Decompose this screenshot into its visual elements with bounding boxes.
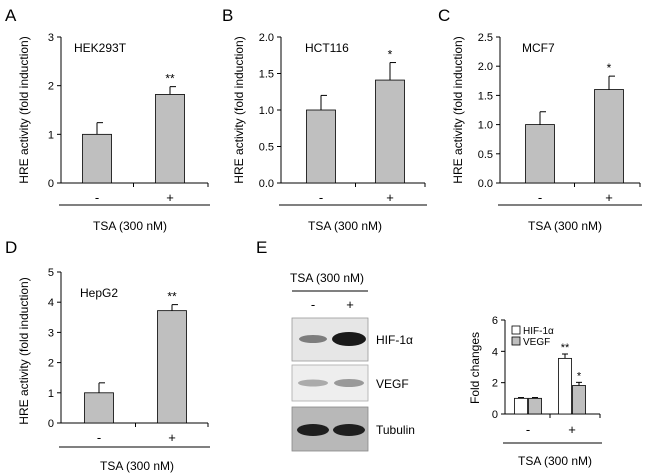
legend-swatch [511, 325, 521, 335]
x-category-label: - [95, 190, 99, 205]
chart-title: HCT116 [305, 41, 349, 55]
panel-letter-e: E [256, 238, 267, 257]
y-tick-label: 2.0 [478, 61, 493, 73]
chart-title: MCF7 [522, 41, 555, 55]
y-tick-label: 4 [48, 297, 54, 309]
bar-tsa [594, 89, 624, 184]
chart-panel-d: HRE activity (fold induction) HepG2 TSA … [17, 267, 210, 473]
y-tick-label: 0 [492, 409, 498, 421]
bar-tsa [155, 94, 185, 184]
chart-title: HEK293T [74, 41, 127, 55]
y-tick-label: 2.0 [259, 32, 274, 44]
y-tick-label: 0 [48, 418, 54, 430]
significance-marker: ** [167, 290, 177, 304]
bar-control [525, 124, 555, 184]
blot-label-vegf: VEGF [376, 377, 409, 391]
chart-panel-b: HRE activity (fold induction) HCT116 TSA… [232, 32, 427, 233]
x-axis-label: TSA (300 nM) [100, 459, 174, 473]
y-tick-label: 1 [48, 388, 54, 400]
x-category-label: - [97, 430, 101, 445]
y-axis-label: HRE activity (fold induction) [232, 36, 246, 183]
chart-panel-e: Fold changes TSA (300 nM) 0 2 4 6 ** HIF-1α * V… [468, 315, 602, 468]
y-tick-label: 1.0 [478, 120, 493, 132]
y-axis-label: Fold changes [468, 332, 482, 404]
y-tick-label: 1.0 [259, 105, 274, 117]
significance-marker: * [577, 370, 582, 382]
x-category-label: + [166, 190, 174, 205]
x-axis-label: TSA (300 nM) [528, 219, 602, 233]
y-tick-label: 1 [48, 129, 54, 141]
y-axis-label: HRE activity (fold induction) [17, 36, 31, 183]
significance-marker: ** [165, 72, 175, 86]
legend-label: HIF-1α [523, 326, 554, 337]
panel-letter-b: B [222, 6, 233, 25]
y-axis-label: HRE activity (fold induction) [17, 277, 31, 424]
y-tick-label: 1.5 [478, 90, 493, 102]
y-tick-label: 3 [48, 327, 54, 339]
bar-control [84, 392, 114, 424]
y-tick-label: 2.5 [478, 32, 493, 44]
chart-title: HepG2 [80, 286, 118, 300]
panel-letter-a: A [5, 6, 17, 25]
blot-label-hif1a: HIF-1α [376, 333, 413, 347]
bar-tsa [157, 310, 187, 424]
x-axis-label: TSA (300 nM) [93, 219, 167, 233]
y-tick-label: 2 [48, 81, 54, 93]
x-category-label: + [568, 422, 576, 437]
significance-marker: * [388, 48, 393, 62]
x-category-label: + [605, 190, 613, 205]
y-tick-label: 5 [48, 267, 54, 279]
y-tick-label: 0.0 [259, 178, 274, 190]
legend-label: VEGF [523, 337, 550, 348]
bar-vegf [528, 397, 542, 415]
y-tick-label: 3 [48, 32, 54, 44]
x-axis-label: TSA (300 nM) [308, 219, 382, 233]
x-category-label: + [386, 190, 394, 205]
panel-letter-c: C [438, 6, 450, 25]
bar-control [306, 109, 336, 184]
x-category-label: + [168, 430, 176, 445]
x-category-label: - [526, 422, 530, 437]
y-tick-label: 2 [492, 378, 498, 390]
bar-vegf [572, 385, 586, 415]
y-tick-label: 0 [48, 178, 54, 190]
x-axis-label: TSA (300 nM) [518, 454, 592, 468]
y-tick-label: 0.5 [478, 149, 493, 161]
y-tick-label: 6 [492, 315, 498, 327]
bar-tsa [375, 79, 405, 184]
significance-marker: ** [561, 342, 570, 354]
bar-hif1a [558, 357, 572, 415]
blot-lane-minus-label: - [311, 297, 315, 312]
x-category-label: - [538, 190, 542, 205]
y-tick-label: 0.0 [478, 178, 493, 190]
blot-image-vegf [291, 364, 369, 402]
blot-image-hif1a [291, 317, 369, 362]
panel-letter-d: D [5, 238, 17, 257]
bar-hif1a [514, 397, 528, 415]
blot-label-tubulin: Tubulin [376, 423, 415, 437]
y-tick-label: 0.5 [259, 142, 274, 154]
blot-lane-plus-label: + [346, 297, 354, 312]
bar-control [82, 133, 112, 184]
blot-header: TSA (300 nM) [290, 271, 364, 285]
y-tick-label: 2 [48, 358, 54, 370]
y-tick-label: 4 [492, 346, 498, 358]
y-tick-label: 1.5 [259, 69, 274, 81]
significance-marker: * [607, 61, 612, 75]
western-blot: TSA (300 nM) - + HIF-1α VEGF Tubulin [290, 271, 415, 452]
legend-swatch [511, 336, 521, 346]
chart-panel-a: HRE activity (fold induction) HEK293T TS… [17, 32, 210, 233]
x-category-label: - [319, 190, 323, 205]
chart-panel-c: HRE activity (fold induction) MCF7 TSA (… [451, 32, 642, 233]
blot-image-tubulin [291, 406, 369, 452]
y-axis-label: HRE activity (fold induction) [451, 36, 465, 183]
